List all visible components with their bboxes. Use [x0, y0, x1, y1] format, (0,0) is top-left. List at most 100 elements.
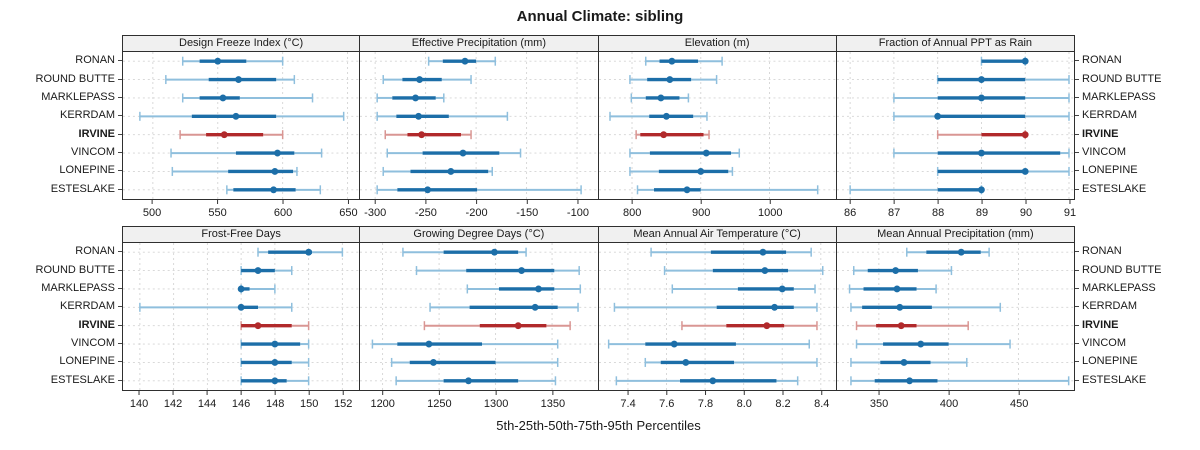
- median-dot: [977, 76, 985, 83]
- panel-growing-degree-days-c: Growing Degree Days (°C) 1200 1250 1300 1350: [360, 226, 599, 413]
- tick-label: -150: [517, 207, 539, 219]
- tick-label: 1000: [758, 207, 782, 219]
- strip-spacer: [0, 35, 122, 51]
- station-label-vincom: VINCOM: [0, 334, 122, 352]
- median-dot: [237, 303, 245, 311]
- station-label-lonepine: LONEPINE: [0, 161, 122, 179]
- median-dot: [662, 112, 670, 120]
- strip-spacer: [1075, 35, 1200, 51]
- panel-frame: Elevation (m): [598, 35, 837, 200]
- station-label-marklepass: MARKLEPASS: [1075, 279, 1200, 297]
- series-lonepine: [382, 166, 494, 176]
- station-label-vincom: VINCOM: [0, 143, 122, 161]
- series-ronan: [428, 56, 497, 66]
- station-label-esteslake: ESTESLAKE: [1075, 180, 1200, 198]
- median-dot: [1021, 57, 1029, 65]
- series-ronan: [257, 247, 344, 257]
- median-dot: [702, 149, 710, 157]
- tick-label: 88: [932, 207, 944, 219]
- median-dot: [535, 285, 543, 293]
- series-round-butte: [852, 266, 952, 276]
- series-irvine: [240, 321, 310, 331]
- median-dot: [683, 186, 690, 194]
- x-axis: 500 550 600 650: [143, 200, 358, 219]
- tick-label: 400: [940, 398, 958, 410]
- median-dot: [418, 131, 426, 139]
- station-label-round-butte: ROUND BUTTE: [0, 260, 122, 278]
- tick-label: 7.8: [697, 398, 712, 410]
- panel-strip-title: Fraction of Annual PPT as Rain: [836, 36, 1074, 52]
- median-dot: [760, 267, 768, 274]
- tick-label: 600: [274, 207, 292, 219]
- series-vincom: [170, 148, 323, 158]
- series-kerrdam: [613, 302, 818, 312]
- series-lonepine: [628, 166, 733, 176]
- x-axis: 350 400 450: [870, 391, 1028, 410]
- panel-effective-precipitation-mm: Effective Precipitation (mm) -300 -250 -200…: [360, 35, 599, 222]
- series-marklepass: [671, 284, 816, 294]
- median-dot: [271, 168, 279, 175]
- series-marklepass: [630, 93, 689, 103]
- median-dot: [977, 186, 985, 194]
- panel-plot-area: [836, 52, 1074, 199]
- panel-strip-title: Elevation (m): [598, 36, 836, 52]
- tick-label: 1300: [484, 398, 508, 410]
- median-dot: [461, 57, 469, 65]
- median-dot: [271, 377, 279, 385]
- median-dot: [219, 94, 227, 102]
- median-dot: [897, 322, 905, 330]
- median-dot: [271, 340, 279, 348]
- x-axis: 1200 1250 1300 1350: [371, 391, 565, 410]
- strip-spacer: [1075, 226, 1200, 242]
- median-dot: [708, 377, 716, 385]
- median-dot: [271, 359, 279, 366]
- panel-strip-title: Design Freeze Index (°C): [123, 36, 360, 52]
- median-dot: [220, 131, 228, 139]
- station-labels-left: RONAN ROUND BUTTE MARKLEPASS KERRDAM IRVINE V…: [0, 35, 122, 222]
- panel-strip-title: Frost-Free Days: [123, 227, 360, 243]
- station-label-marklepass: MARKLEPASS: [1075, 88, 1200, 106]
- tick-label: 8.2: [775, 398, 790, 410]
- tick-label: 7.6: [659, 398, 674, 410]
- panel-elevation-m: Elevation (m) 800 900 1000: [598, 35, 837, 222]
- series-round-butte: [240, 266, 293, 276]
- tick-label: 900: [692, 207, 710, 219]
- median-dot: [1021, 168, 1029, 175]
- panel-frame: Mean Annual Air Temperature (°C): [598, 226, 837, 391]
- tick-label: -250: [415, 207, 437, 219]
- series-esteslake: [849, 376, 1070, 386]
- panel-strip-title: Effective Precipitation (mm): [360, 36, 598, 52]
- series-ronan: [980, 56, 1029, 66]
- station-label-lonepine: LONEPINE: [1075, 161, 1200, 179]
- series-lonepine: [171, 166, 298, 176]
- tick-label: 152: [334, 398, 352, 410]
- series-ronan: [644, 56, 723, 66]
- median-dot: [957, 248, 965, 256]
- median-dot: [491, 248, 499, 256]
- median-dot: [465, 377, 473, 385]
- series-round-butte: [382, 75, 473, 85]
- x-axis: 7.4 7.6 7.8 8.0 8.2 8.4: [620, 391, 829, 410]
- station-labels-wrap: RONAN ROUND BUTTE MARKLEPASS KERRDAM IRVINE V…: [0, 51, 122, 198]
- station-label-irvine: IRVINE: [0, 316, 122, 334]
- median-dot: [274, 149, 281, 157]
- median-dot: [425, 340, 433, 348]
- station-label-round-butte: ROUND BUTTE: [0, 69, 122, 87]
- median-dot: [235, 76, 242, 83]
- series-lonepine: [936, 166, 1070, 176]
- median-dot: [893, 285, 901, 293]
- median-dot: [778, 285, 786, 293]
- series-round-butte: [663, 266, 823, 276]
- series-kerrdam: [376, 111, 509, 121]
- x-axis: 800 900 1000: [622, 200, 782, 219]
- panel-frame: Fraction of Annual PPT as Rain: [836, 35, 1075, 200]
- station-labels-wrap: RONAN ROUND BUTTE MARKLEPASS KERRDAM IRVINE V…: [0, 242, 122, 389]
- panel-grid: RONAN ROUND BUTTE MARKLEPASS KERRDAM IRVINE V…: [0, 35, 1200, 413]
- tick-label: 500: [143, 207, 161, 219]
- station-labels-wrap: RONAN ROUND BUTTE MARKLEPASS KERRDAM IRVINE V…: [1075, 242, 1200, 389]
- tick-label: 146: [232, 398, 250, 410]
- median-dot: [977, 149, 985, 157]
- panel-fraction-of-annual-ppt-as-rain: Fraction of Annual PPT as Rain 86 87 88 89 90…: [836, 35, 1076, 222]
- tick-label: 142: [164, 398, 182, 410]
